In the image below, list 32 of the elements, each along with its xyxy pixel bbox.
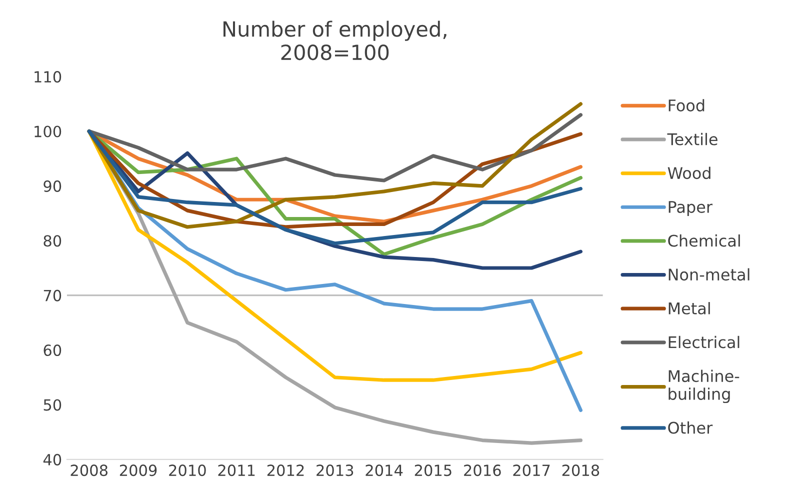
y-tick-label: 90	[44, 180, 62, 192]
x-tick-label: 2013	[316, 464, 354, 476]
legend-label: Wood	[668, 166, 710, 180]
legend-label: Electrical	[668, 336, 740, 348]
y-tick-label: 70	[44, 290, 62, 302]
legend-label: Paper	[668, 201, 713, 216]
y-tick-label: 100	[34, 126, 62, 138]
x-tick-label: 2016	[464, 464, 501, 476]
legend-label: Food	[668, 99, 704, 112]
x-tick-label: 2012	[267, 464, 304, 476]
legend-label: Metal	[668, 302, 710, 314]
x-tick-label: 2008	[70, 464, 108, 476]
line-series	[87, 102, 583, 229]
y-tick-label: 40	[43, 454, 62, 466]
y-tick-label: 60	[44, 344, 62, 356]
legend-label: Chemical	[668, 234, 740, 247]
x-tick-label: 2011	[218, 464, 255, 476]
y-tick-label: 50	[44, 399, 62, 411]
x-tick-label: 2014	[366, 464, 403, 476]
legend-label: Machine- building	[668, 370, 740, 404]
line-series	[87, 113, 583, 182]
chart-title: Number of employed, 2008=100	[224, 20, 446, 60]
y-tick-label: 110	[34, 71, 62, 83]
x-tick-label: 2017	[513, 464, 550, 476]
x-tick-label: 2018	[562, 464, 600, 476]
legend-label: Non-metal	[668, 268, 750, 281]
x-tick-label: 2010	[169, 464, 206, 476]
legend-label: Textile	[667, 132, 718, 146]
legend-label: Other	[668, 421, 713, 434]
x-tick-label: 2009	[120, 464, 157, 476]
x-tick-label: 2015	[414, 464, 452, 476]
y-tick-label: 80	[44, 235, 62, 247]
